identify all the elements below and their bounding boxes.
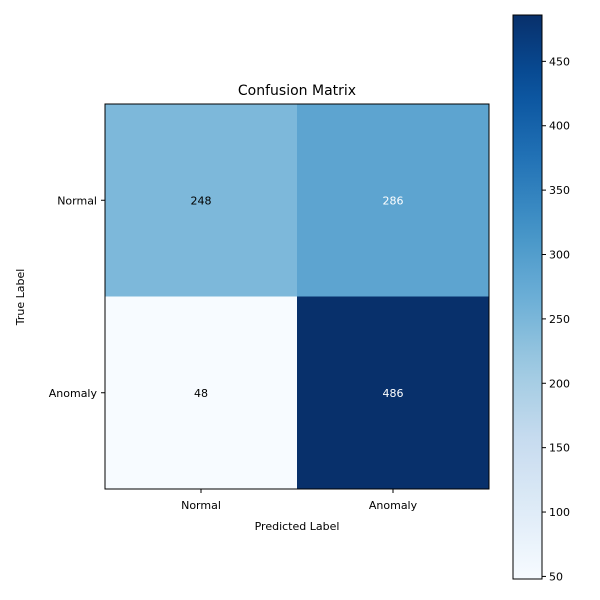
colorbar-tick-label: 250 — [549, 313, 570, 326]
heatmap-cell — [297, 104, 489, 297]
y-tick-label: Normal — [57, 194, 97, 207]
colorbar-tick-label: 300 — [549, 249, 570, 262]
chart-title: Confusion Matrix — [238, 83, 356, 99]
x-axis-label: Predicted Label — [255, 520, 340, 533]
heatmap-cell — [297, 296, 489, 489]
colorbar-tick-label: 400 — [549, 120, 570, 133]
x-tick-label: Normal — [181, 499, 221, 512]
colorbar-tick-label: 450 — [549, 55, 570, 68]
heatmap-cell — [105, 104, 297, 297]
heatmap-cell — [105, 296, 297, 489]
colorbar-tick-label: 100 — [549, 506, 570, 519]
colorbar-tick-label: 150 — [549, 442, 570, 455]
x-tick-label: Anomaly — [369, 499, 418, 512]
colorbar-axis: 50 100 150 200 250 300 350 400 450 — [542, 55, 570, 583]
cell-value-label: 248 — [191, 194, 212, 207]
y-tick-label: Anomaly — [49, 387, 98, 400]
heatmap-cells: 248 286 48 486 — [105, 104, 489, 489]
colorbar-tick-label: 350 — [549, 184, 570, 197]
cell-value-label: 48 — [194, 387, 208, 400]
y-axis-label: True Label — [14, 269, 27, 327]
plot-frame — [104, 103, 490, 490]
colorbar — [512, 14, 543, 580]
colorbar-tick-label: 200 — [549, 377, 570, 390]
y-axis: Normal Anomaly — [49, 194, 105, 400]
x-axis: Normal Anomaly — [181, 489, 418, 512]
colorbar-tick-label: 50 — [549, 570, 563, 583]
cell-value-label: 286 — [383, 194, 404, 207]
cell-value-label: 486 — [383, 387, 404, 400]
